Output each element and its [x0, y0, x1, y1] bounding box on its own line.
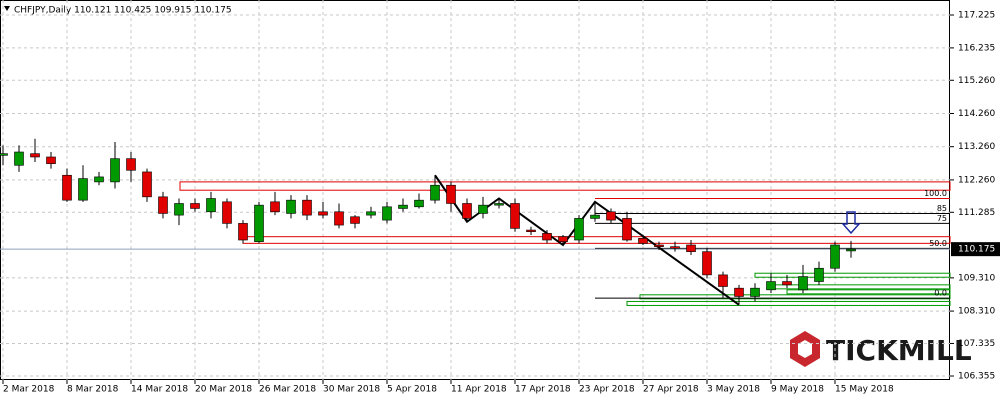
y-tick-label: 107.335: [958, 339, 995, 349]
candle-body: [750, 287, 760, 297]
support-box: [754, 272, 951, 278]
chart-title: CHFJPY,Daily 110.121 110.425 109.915 110…: [14, 6, 232, 16]
x-tick-label: 9 May 2018: [771, 385, 824, 395]
candle-body: [14, 151, 24, 166]
candle-body: [414, 199, 424, 208]
brand: TICKMILL: [826, 334, 972, 367]
candle-body: [334, 211, 344, 226]
fib-label: 100.0: [924, 189, 947, 198]
y-tick-label: 114.260: [958, 109, 995, 119]
candle-body: [526, 229, 536, 233]
x-tick-label: 30 Mar 2018: [323, 385, 380, 395]
y-tick-label: 106.355: [958, 372, 995, 382]
candle-body: [174, 203, 184, 216]
x-tick-label: 27 Apr 2018: [643, 385, 699, 395]
fib-label: 0.0: [934, 289, 947, 298]
x-tick-label: 14 Mar 2018: [131, 385, 188, 395]
candle-body: [606, 211, 616, 221]
x-tick-label: 17 Apr 2018: [515, 385, 571, 395]
candle-body: [46, 156, 56, 164]
candle-body: [830, 244, 840, 269]
candle-body: [302, 199, 312, 216]
candle-body: [62, 174, 72, 201]
fib-label: 50.0: [929, 239, 947, 248]
title-icon: [4, 6, 10, 11]
candle-body: [846, 248, 856, 252]
candle-body: [510, 203, 520, 229]
x-tick-label: 26 Mar 2018: [259, 385, 316, 395]
candle-body: [446, 184, 456, 204]
y-tick-label: 108.310: [958, 307, 995, 317]
candle-body: [670, 246, 680, 249]
y-tick-label: 112.260: [958, 175, 995, 185]
candle-body: [382, 206, 392, 221]
candle-body: [558, 236, 568, 242]
x-tick-label: 2 Mar 2018: [3, 385, 55, 395]
candle-body: [254, 204, 264, 242]
x-tick-label: 23 Apr 2018: [579, 385, 635, 395]
last-price-label: 110.175: [958, 245, 995, 255]
x-tick-label: 11 Apr 2018: [451, 385, 507, 395]
candle-body: [142, 171, 152, 198]
x-tick-label: 8 Mar 2018: [67, 385, 119, 395]
candle-body: [190, 203, 200, 209]
candle-body: [494, 203, 504, 206]
zigzag: [434, 174, 740, 306]
x-tick-label: 3 May 2018: [707, 385, 760, 395]
candle-body: [622, 218, 632, 241]
y-tick-label: 115.260: [958, 76, 995, 86]
x-tick-label: 5 Apr 2018: [387, 385, 437, 395]
logo-inner: [798, 340, 812, 358]
support-box: [639, 294, 951, 300]
support-box: [626, 300, 951, 306]
logo: TICKMILL: [0, 0, 972, 380]
candle-body: [206, 198, 216, 213]
support-box: [786, 289, 951, 295]
candle-body: [430, 184, 440, 201]
candle-body: [0, 153, 8, 156]
candle-body: [30, 153, 40, 158]
y-tick-label: 109.310: [958, 273, 995, 283]
candle-body: [542, 233, 552, 241]
candle-body: [110, 158, 120, 183]
candle-body: [590, 214, 600, 219]
candle-body: [78, 178, 88, 201]
candle-body: [638, 238, 648, 244]
candle-body: [366, 211, 376, 216]
candle-body: [318, 211, 328, 216]
candle-body: [574, 218, 584, 241]
y-tick-label: 116.235: [958, 43, 995, 53]
candle-body: [654, 244, 664, 247]
candle-body: [462, 203, 472, 219]
candle-body: [270, 201, 280, 213]
y-tick-label: 113.260: [958, 142, 995, 152]
candle-body: [126, 158, 136, 171]
candle-body: [222, 201, 232, 224]
candle-body: [782, 281, 792, 286]
candle-body: [814, 267, 824, 282]
candle-body: [702, 251, 712, 276]
y-tick-label: 111.285: [958, 208, 995, 218]
candle-body: [286, 199, 296, 214]
resistance-zone: [179, 181, 951, 191]
candle-body: [398, 204, 408, 209]
candle-body: [238, 223, 248, 241]
candle-body: [158, 196, 168, 214]
x-tick-label: 20 Mar 2018: [195, 385, 252, 395]
candle-body: [94, 176, 104, 183]
candle-body: [766, 281, 776, 291]
candle-body: [478, 204, 488, 214]
fib-label: 85: [937, 204, 947, 213]
candle-body: [350, 216, 360, 224]
arrow: [841, 211, 861, 235]
y-tick-label: 117.225: [958, 11, 995, 21]
candle-body: [734, 287, 744, 297]
fib-label: 75: [937, 214, 947, 223]
candle-body: [718, 274, 728, 287]
candle-body: [686, 244, 696, 252]
last-price-box: [951, 242, 1000, 257]
candle-body: [798, 276, 808, 291]
x-tick-label: 15 May 2018: [835, 385, 894, 395]
